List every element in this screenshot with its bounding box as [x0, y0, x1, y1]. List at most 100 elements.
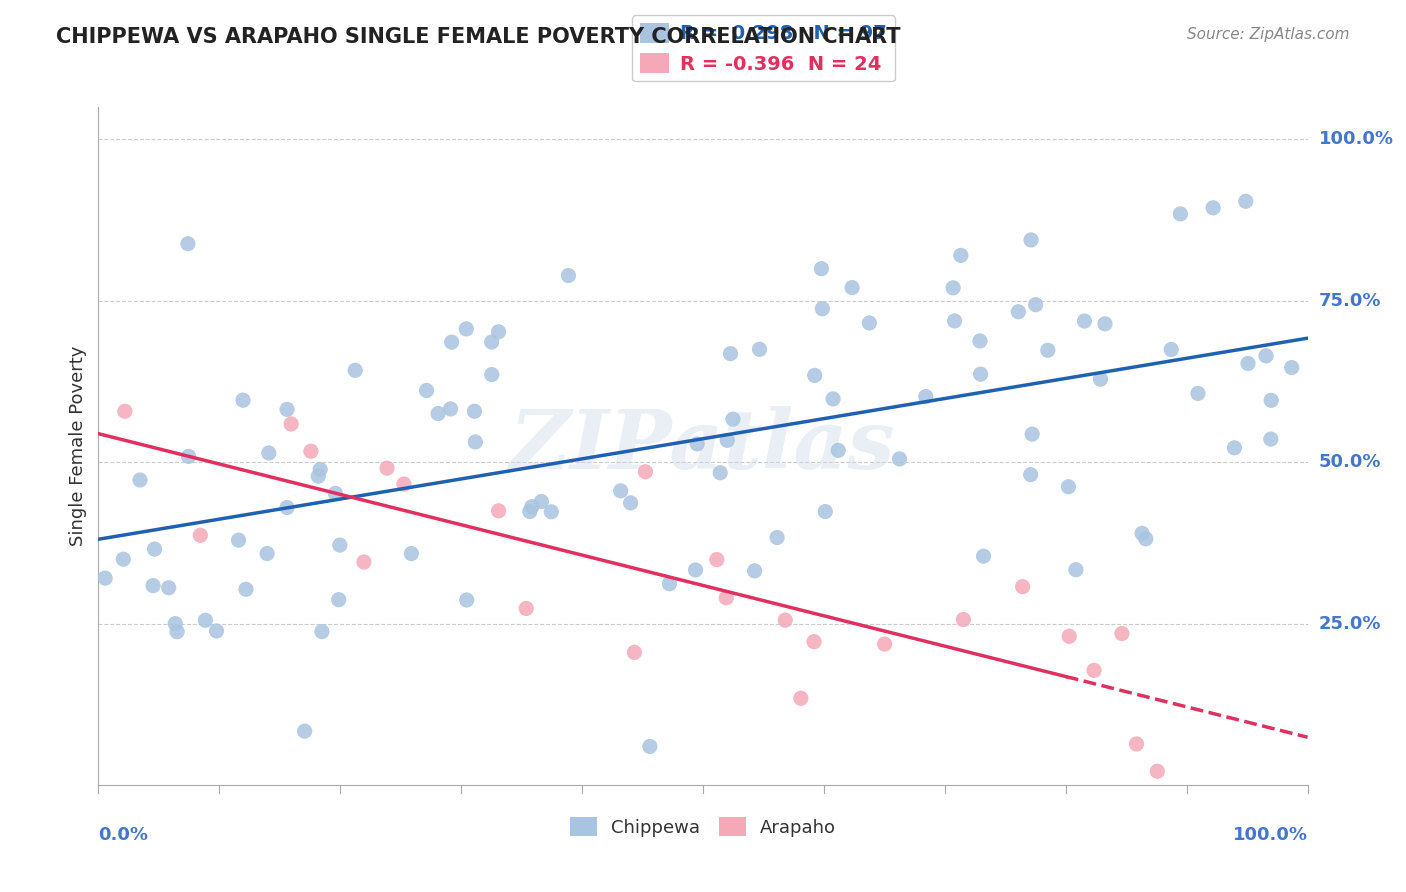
- Text: 0.0%: 0.0%: [98, 826, 149, 844]
- Point: [329, 538, 352, 552]
- Point: [427, 407, 450, 421]
- Point: [1094, 317, 1116, 331]
- Point: [1011, 580, 1033, 594]
- Point: [114, 404, 136, 418]
- Text: 50.0%: 50.0%: [1319, 453, 1381, 471]
- Point: [228, 533, 250, 548]
- Point: [440, 335, 463, 350]
- Point: [623, 645, 645, 659]
- Point: [1019, 233, 1042, 247]
- Point: [914, 390, 936, 404]
- Point: [353, 555, 375, 569]
- Point: [1223, 441, 1246, 455]
- Point: [949, 248, 972, 262]
- Point: [1135, 532, 1157, 546]
- Point: [1021, 427, 1043, 442]
- Point: [328, 592, 350, 607]
- Point: [841, 280, 863, 294]
- Point: [827, 443, 849, 458]
- Point: [638, 739, 661, 754]
- Point: [658, 576, 681, 591]
- Point: [1234, 194, 1257, 209]
- Point: [775, 613, 797, 627]
- Point: [803, 368, 825, 383]
- Text: 100.0%: 100.0%: [1319, 130, 1393, 148]
- Point: [1146, 764, 1168, 779]
- Point: [686, 437, 709, 451]
- Point: [973, 549, 995, 564]
- Point: [464, 434, 486, 449]
- Point: [1202, 201, 1225, 215]
- Point: [519, 504, 541, 518]
- Point: [748, 343, 770, 357]
- Point: [557, 268, 579, 283]
- Point: [456, 593, 478, 607]
- Point: [415, 384, 437, 398]
- Point: [463, 404, 485, 418]
- Point: [1025, 298, 1047, 312]
- Point: [1073, 314, 1095, 328]
- Point: [858, 316, 880, 330]
- Point: [952, 613, 974, 627]
- Point: [814, 504, 837, 518]
- Point: [1260, 432, 1282, 446]
- Point: [276, 402, 298, 417]
- Point: [294, 724, 316, 739]
- Text: 75.0%: 75.0%: [1319, 292, 1381, 310]
- Point: [744, 564, 766, 578]
- Point: [942, 281, 965, 295]
- Point: [889, 451, 911, 466]
- Text: CHIPPEWA VS ARAPAHO SINGLE FEMALE POVERTY CORRELATION CHART: CHIPPEWA VS ARAPAHO SINGLE FEMALE POVERT…: [56, 27, 901, 46]
- Point: [969, 367, 991, 381]
- Point: [720, 346, 742, 360]
- Point: [299, 444, 322, 458]
- Point: [344, 363, 367, 377]
- Point: [620, 496, 643, 510]
- Point: [1130, 526, 1153, 541]
- Point: [1254, 349, 1277, 363]
- Point: [280, 417, 302, 431]
- Point: [488, 325, 510, 339]
- Point: [157, 581, 180, 595]
- Point: [1007, 305, 1029, 319]
- Point: [810, 261, 832, 276]
- Point: [634, 465, 657, 479]
- Point: [232, 393, 254, 408]
- Point: [515, 601, 537, 615]
- Point: [439, 401, 461, 416]
- Point: [1187, 386, 1209, 401]
- Point: [481, 368, 503, 382]
- Point: [766, 531, 789, 545]
- Point: [716, 591, 738, 605]
- Point: [112, 552, 135, 566]
- Point: [1237, 356, 1260, 370]
- Point: [706, 552, 728, 566]
- Point: [943, 314, 966, 328]
- Point: [520, 500, 543, 514]
- Point: [803, 634, 825, 648]
- Point: [1019, 467, 1042, 482]
- Point: [392, 477, 415, 491]
- Text: ZIPatlas: ZIPatlas: [510, 406, 896, 486]
- Point: [969, 334, 991, 348]
- Point: [401, 547, 423, 561]
- Point: [1125, 737, 1147, 751]
- Point: [716, 434, 738, 448]
- Point: [456, 322, 478, 336]
- Point: [481, 334, 503, 349]
- Point: [1057, 629, 1080, 643]
- Point: [1064, 563, 1087, 577]
- Text: 100.0%: 100.0%: [1233, 826, 1308, 844]
- Point: [177, 450, 200, 464]
- Point: [1260, 393, 1282, 408]
- Point: [873, 637, 896, 651]
- Point: [1111, 626, 1133, 640]
- Point: [142, 579, 165, 593]
- Point: [1170, 207, 1192, 221]
- Point: [821, 392, 844, 406]
- Point: [190, 528, 212, 542]
- Point: [1036, 343, 1059, 358]
- Point: [256, 547, 278, 561]
- Point: [811, 301, 834, 316]
- Point: [325, 486, 347, 500]
